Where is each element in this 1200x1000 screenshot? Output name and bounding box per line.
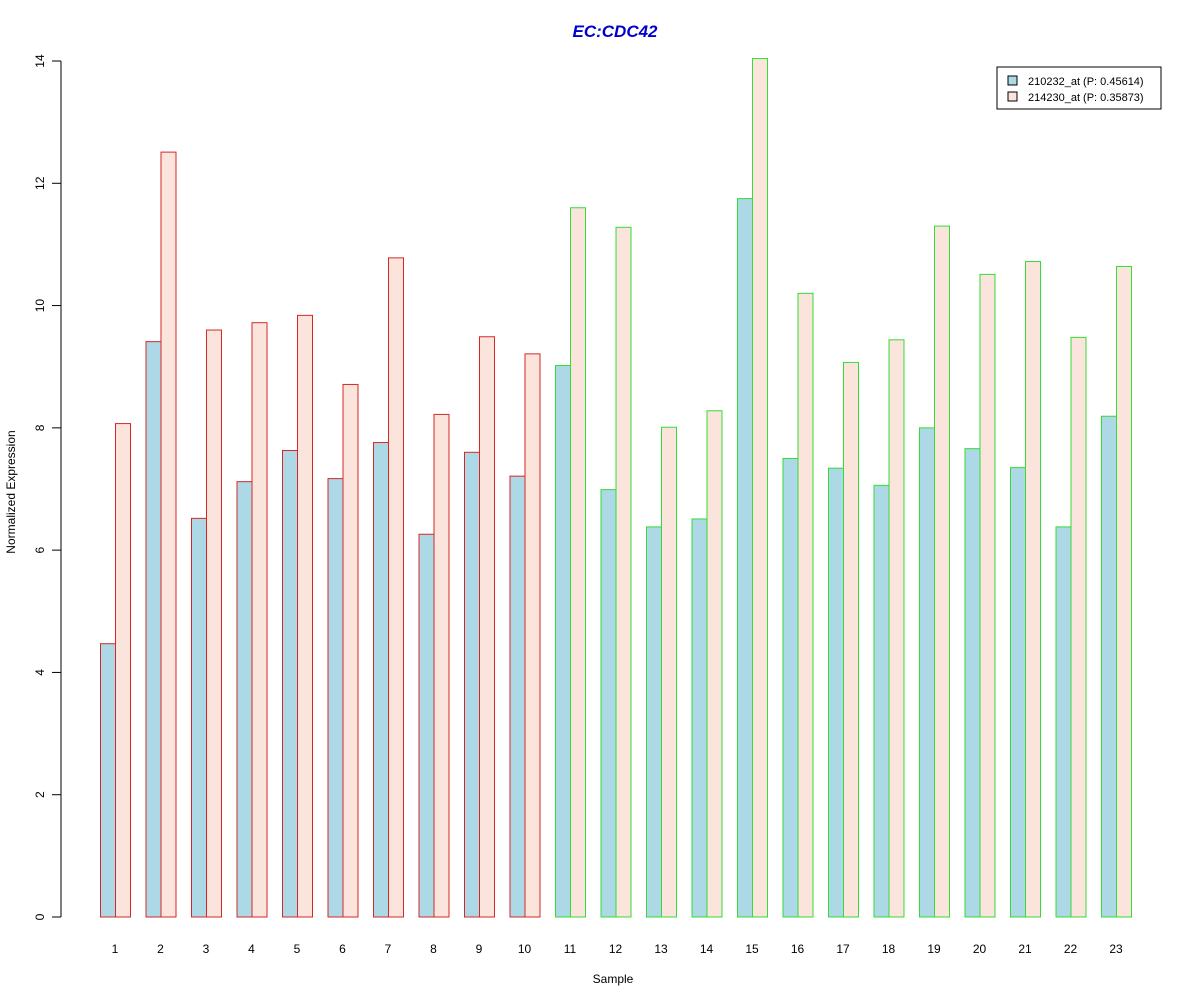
- bar-2-series-1: [145, 341, 162, 918]
- bar-3-series-2: [206, 329, 222, 918]
- x-axis: 1 2 3 4 5 6 7 8 9 10 11 12 13 14 15 16 17 18 19 20 21 22 23: [112, 942, 1123, 956]
- bar-12-series-1: [600, 489, 617, 918]
- y-tick-label: 2: [33, 791, 47, 798]
- bar-9-series-2: [479, 336, 495, 918]
- x-tick-label: 16: [791, 942, 805, 956]
- x-tick-label: 18: [882, 942, 896, 956]
- bar-15-series-2: [752, 58, 768, 918]
- legend-swatch: [1007, 75, 1018, 86]
- bar-4-series-2: [251, 322, 268, 918]
- y-tick-label: 4: [33, 669, 47, 676]
- legend-label: 214230_at (P: 0.35873): [1028, 92, 1144, 104]
- bars: [100, 58, 1132, 918]
- legend-label: 210232_at (P: 0.45614): [1028, 76, 1144, 88]
- y-axis: 0 2 4 6 8 10 12 14: [33, 54, 62, 920]
- bar-14-series-1: [691, 518, 708, 918]
- bar-8-series-1: [418, 533, 435, 918]
- x-tick-label: 14: [700, 942, 714, 956]
- x-tick-label: 19: [927, 942, 941, 956]
- bar-18-series-1: [873, 484, 890, 918]
- x-tick-label: 5: [294, 942, 301, 956]
- x-tick-label: 7: [385, 942, 392, 956]
- bar-19-series-2: [934, 225, 950, 918]
- x-tick-label: 8: [430, 942, 437, 956]
- bar-8-series-2: [433, 413, 450, 918]
- bar-21-series-2: [1025, 261, 1041, 918]
- x-tick-label: 10: [518, 942, 532, 956]
- bar-14-series-2: [706, 410, 723, 918]
- chart-title: EC:CDC42: [572, 22, 658, 41]
- y-axis-label: Normalized Expression: [4, 430, 18, 553]
- bar-23-series-1: [1101, 415, 1117, 918]
- bar-15-series-1: [737, 198, 753, 918]
- bar-21-series-1: [1010, 467, 1026, 918]
- bar-20-series-1: [964, 448, 981, 918]
- bar-22-series-2: [1070, 336, 1087, 918]
- y-tick-label: 10: [33, 299, 47, 313]
- bar-22-series-1: [1055, 526, 1072, 918]
- bar-2-series-2: [160, 151, 177, 918]
- legend-box: [996, 66, 1162, 110]
- y-tick-label: 14: [33, 54, 47, 68]
- x-tick-label: 2: [157, 942, 164, 956]
- bar-16-series-1: [782, 457, 799, 918]
- x-tick-label: 22: [1064, 942, 1078, 956]
- x-tick-label: 20: [973, 942, 987, 956]
- bar-17-series-1: [828, 467, 844, 918]
- x-tick-label: 23: [1109, 942, 1123, 956]
- bar-10-series-2: [524, 353, 541, 918]
- bar-12-series-2: [615, 226, 632, 918]
- y-tick-label: 12: [33, 176, 47, 190]
- bar-13-series-1: [646, 526, 662, 918]
- x-tick-label: 6: [339, 942, 346, 956]
- bar-1-series-2: [115, 423, 131, 918]
- bar-1-series-1: [100, 643, 116, 918]
- x-tick-label: 1: [112, 942, 119, 956]
- bar-23-series-2: [1116, 265, 1132, 918]
- y-tick-label: 0: [33, 913, 47, 920]
- x-tick-label: 13: [654, 942, 668, 956]
- bar-5-series-2: [297, 314, 313, 918]
- bar-7-series-1: [373, 442, 389, 918]
- bar-11-series-2: [570, 207, 586, 918]
- legend-swatch: [1007, 91, 1018, 102]
- bar-6-series-1: [327, 478, 344, 918]
- legend: 210232_at (P: 0.45614) 214230_at (P: 0.35…: [996, 66, 1162, 110]
- bar-17-series-2: [843, 361, 859, 918]
- bar-7-series-2: [388, 257, 404, 918]
- bar-4-series-1: [236, 481, 253, 918]
- bar-16-series-2: [797, 292, 814, 918]
- bar-20-series-2: [979, 273, 996, 918]
- bar-10-series-1: [509, 475, 526, 918]
- x-tick-label: 21: [1018, 942, 1032, 956]
- x-tick-label: 11: [564, 942, 577, 956]
- y-tick-label: 8: [33, 424, 47, 431]
- bar-11-series-1: [555, 364, 571, 918]
- x-tick-label: 12: [609, 942, 623, 956]
- bar-6-series-2: [342, 383, 359, 918]
- x-tick-label: 3: [203, 942, 210, 956]
- x-axis-label: Sample: [593, 972, 634, 986]
- x-tick-label: 9: [476, 942, 483, 956]
- x-tick-label: 4: [248, 942, 255, 956]
- x-tick-label: 17: [836, 942, 850, 956]
- bar-3-series-1: [191, 517, 207, 918]
- bar-5-series-1: [282, 449, 298, 918]
- bar-13-series-2: [661, 426, 677, 918]
- x-tick-label: 15: [745, 942, 759, 956]
- bar-18-series-2: [888, 339, 905, 918]
- bar-9-series-1: [464, 451, 480, 918]
- y-tick-label: 6: [33, 546, 47, 553]
- bar-19-series-1: [919, 427, 935, 918]
